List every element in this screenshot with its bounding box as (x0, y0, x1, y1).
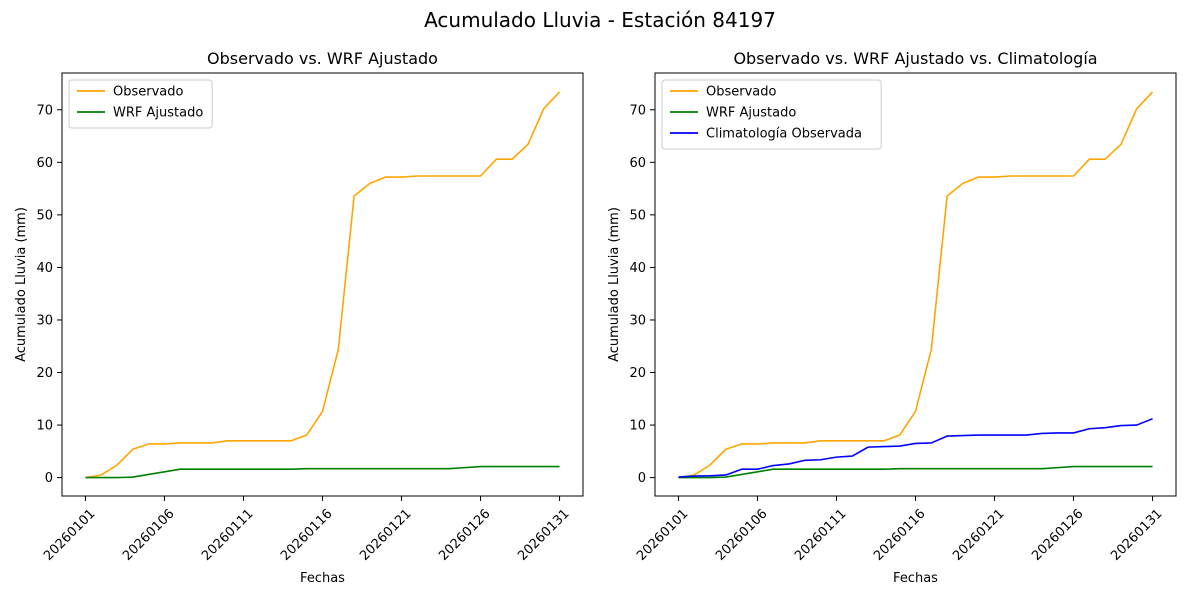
x-tick-label: 20260106 (120, 506, 177, 563)
x-tick-label: 20260116 (871, 506, 928, 563)
legend: Observado WRF Ajustado (68, 79, 213, 129)
x-tick-label: 20260111 (199, 506, 256, 563)
legend-label: Climatología Observada (706, 127, 862, 142)
x-axis-label: Fechas (300, 571, 345, 586)
x-tick-label: 20260126 (1029, 506, 1086, 563)
y-tick-label: 40 (36, 261, 53, 276)
series-line-climatolog-a-observada (678, 418, 1153, 478)
y-tick-label: 30 (36, 313, 53, 328)
figure-suptitle: Acumulado Lluvia - Estación 84197 (424, 8, 776, 32)
y-tick-label: 20 (36, 366, 53, 381)
y-tick-label: 70 (629, 103, 646, 118)
y-tick-label: 10 (629, 419, 646, 434)
plot-frame (654, 72, 1177, 497)
series-line-observado (678, 91, 1154, 479)
series-line-wrf-ajustado (678, 465, 1153, 479)
x-tick-label: 20260101 (41, 506, 98, 563)
x-tick-label: 20260111 (792, 506, 849, 563)
x-tick-label: 20260131 (1108, 506, 1165, 563)
legend-label: Observado (113, 85, 184, 100)
y-tick-label: 20 (629, 366, 646, 381)
legend-label: Observado (706, 85, 777, 100)
y-tick-label: 10 (36, 419, 53, 434)
plot-frame (61, 72, 584, 497)
legend-box (68, 79, 213, 129)
y-tick-label: 0 (638, 471, 646, 486)
series-line-observado (85, 91, 561, 479)
x-tick-label: 20260101 (634, 506, 691, 563)
legend-box (661, 79, 882, 150)
y-tick-label: 60 (36, 156, 53, 171)
y-tick-label: 30 (629, 313, 646, 328)
chart-panel-right: Observado vs. WRF Ajustado vs. Climatolo… (607, 49, 1177, 586)
x-axis-label: Fechas (893, 571, 938, 586)
chart-title: Observado vs. WRF Ajustado vs. Climatolo… (733, 49, 1097, 68)
y-tick-label: 0 (45, 471, 53, 486)
series-line-wrf-ajustado (85, 465, 560, 479)
y-tick-label: 50 (36, 208, 53, 223)
legend: Observado WRF Ajustado Climatología Observ… (661, 79, 882, 150)
legend-label: WRF Ajustado (706, 106, 796, 121)
y-tick-label: 40 (629, 261, 646, 276)
legend-label: WRF Ajustado (113, 106, 203, 121)
x-tick-label: 20260131 (515, 506, 572, 563)
chart-title: Observado vs. WRF Ajustado (207, 49, 438, 68)
y-axis-label: Acumulado Lluvia (mm) (14, 207, 29, 362)
y-tick-label: 60 (629, 156, 646, 171)
x-tick-label: 20260116 (278, 506, 335, 563)
x-tick-label: 20260106 (713, 506, 770, 563)
y-tick-label: 70 (36, 103, 53, 118)
y-axis-label: Acumulado Lluvia (mm) (607, 207, 622, 362)
x-tick-label: 20260121 (950, 506, 1007, 563)
x-tick-label: 20260126 (436, 506, 493, 563)
x-tick-label: 20260121 (357, 506, 414, 563)
chart-panel-left: Observado vs. WRF Ajustado 0 10 20 30 40 50 60 7… (14, 49, 584, 586)
y-tick-label: 50 (629, 208, 646, 223)
